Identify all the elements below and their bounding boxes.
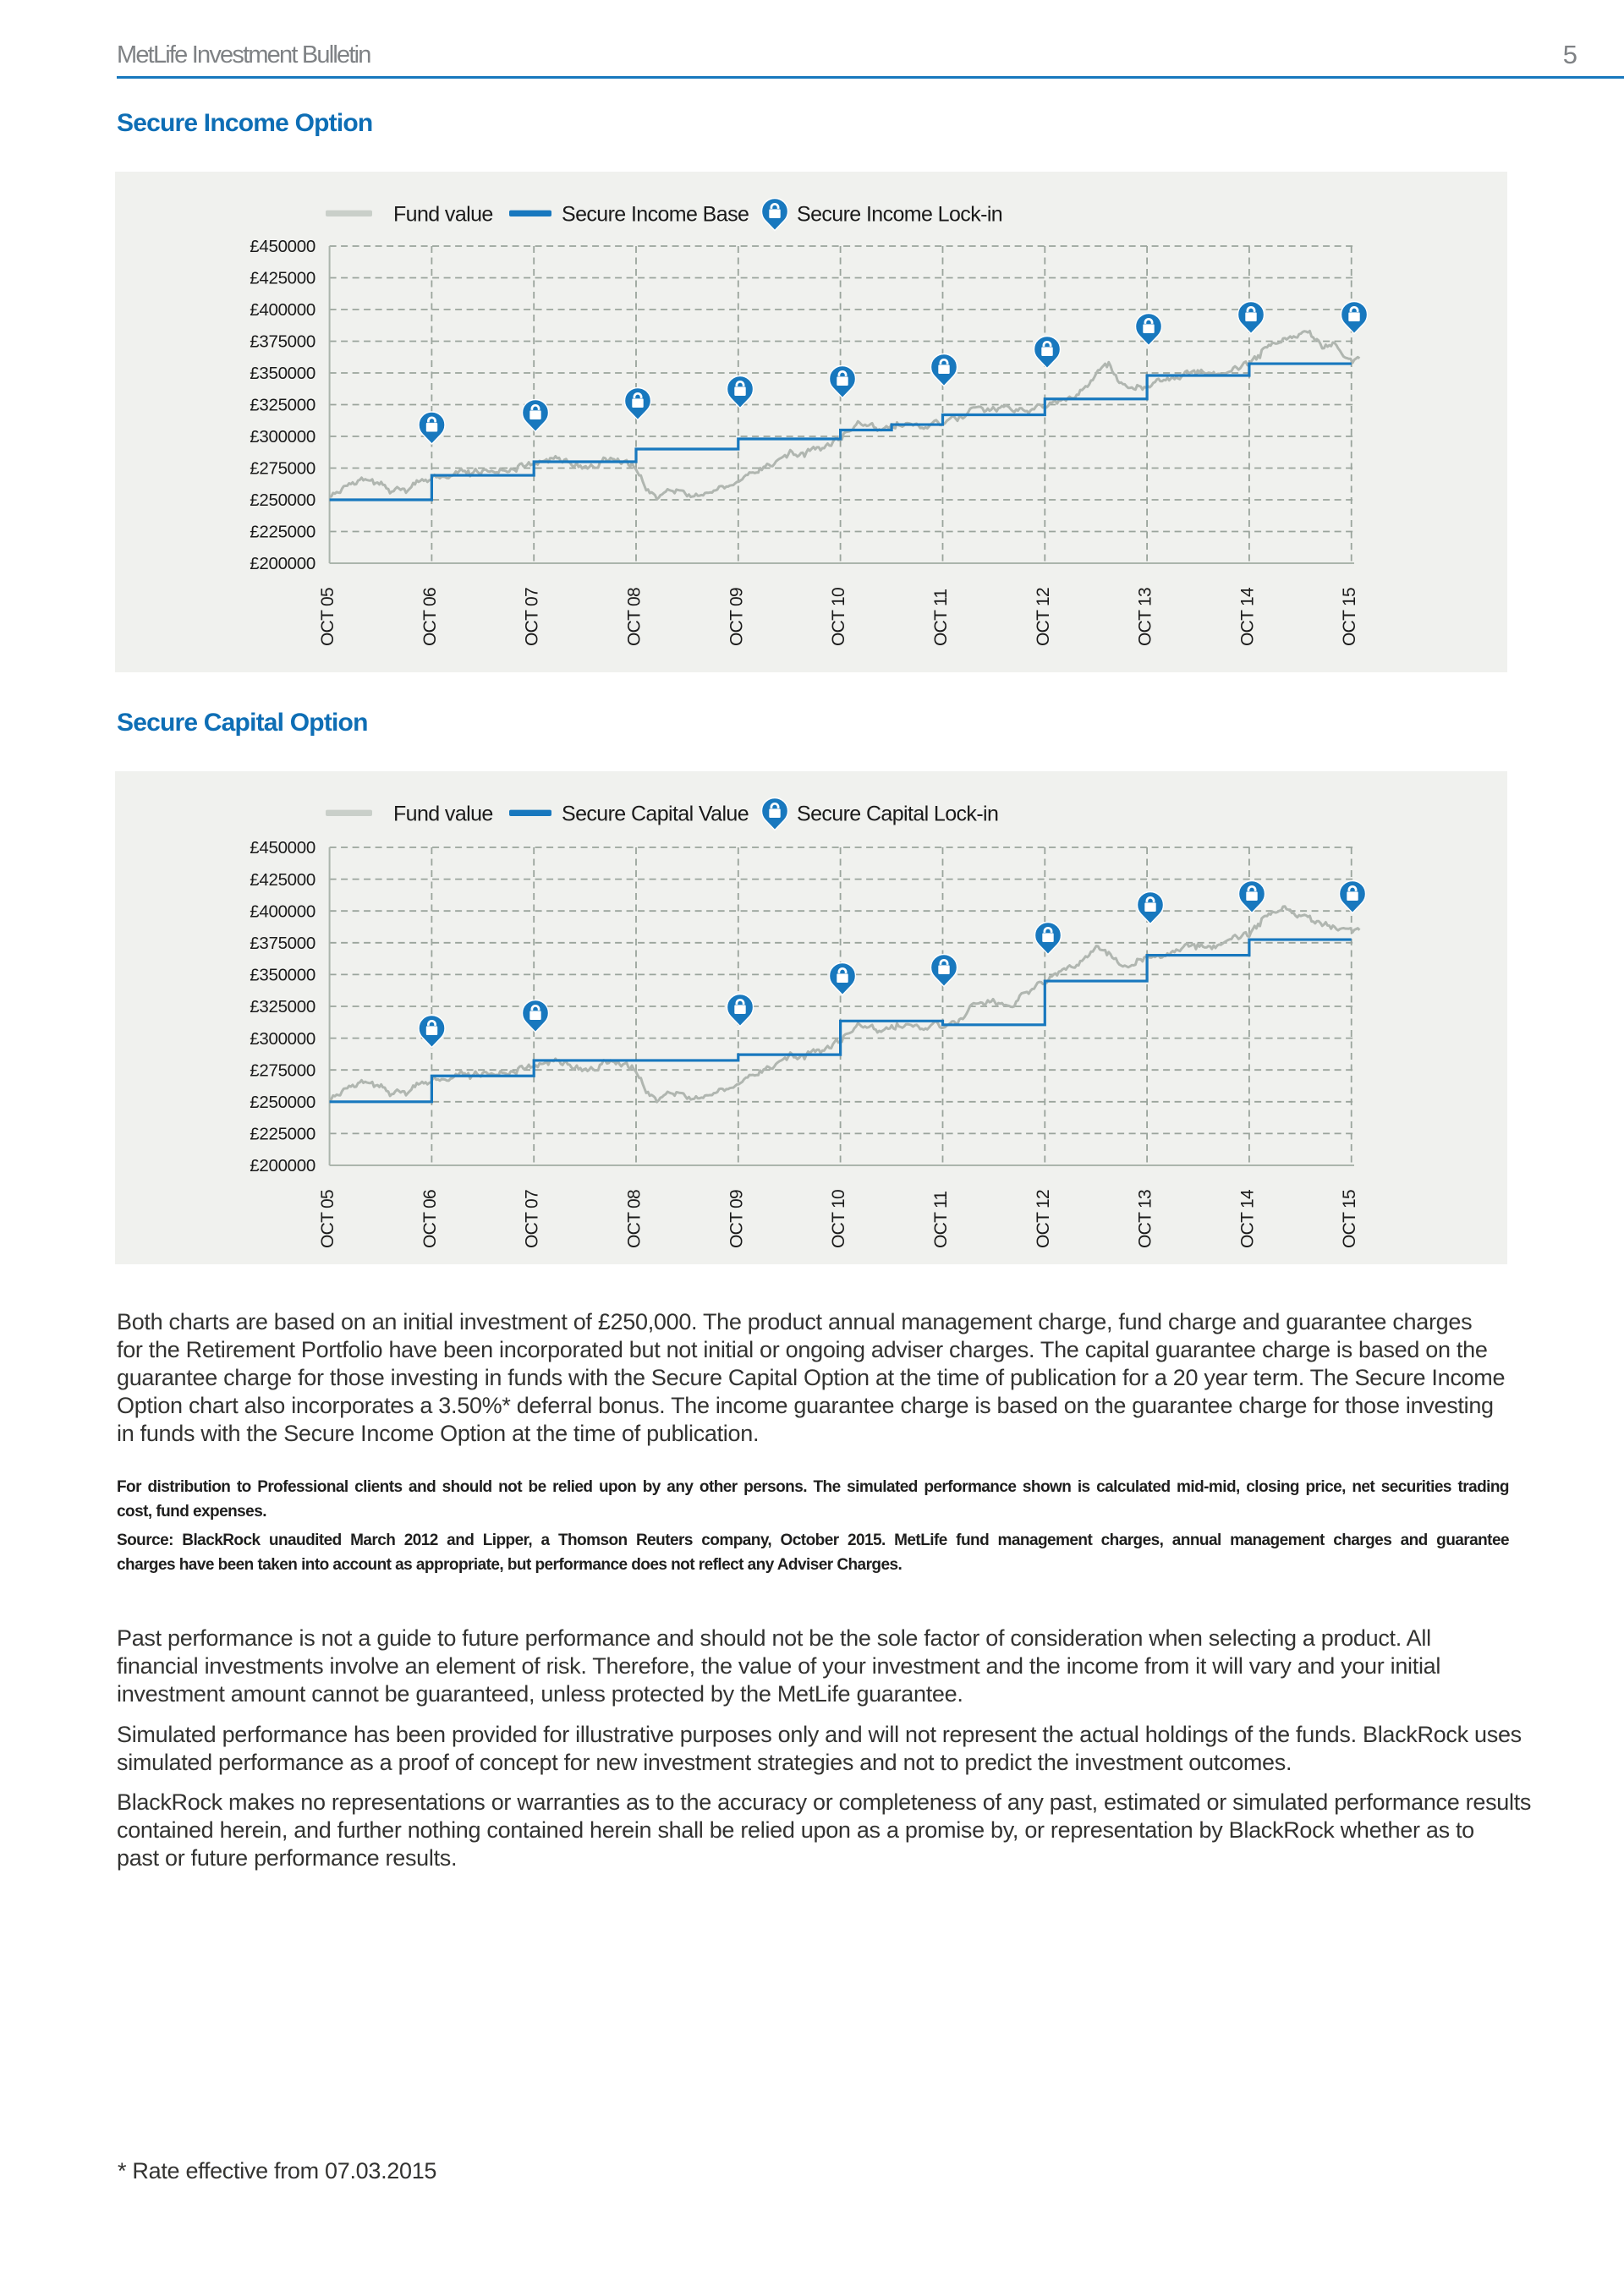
svg-text:OCT 07: OCT 07 [523,588,542,646]
svg-text:Secure Income Base: Secure Income Base [562,202,749,226]
svg-text:£250000: £250000 [250,1093,315,1112]
svg-text:OCT 06: OCT 06 [420,588,440,646]
svg-text:OCT 15: OCT 15 [1340,1190,1359,1248]
svg-text:£425000: £425000 [250,870,315,890]
svg-text:£225000: £225000 [250,523,315,542]
svg-text:£400000: £400000 [250,300,315,320]
svg-text:OCT 14: OCT 14 [1237,1189,1257,1248]
svg-text:OCT 07: OCT 07 [523,1190,542,1248]
svg-text:OCT 09: OCT 09 [727,1190,746,1248]
svg-text:OCT 10: OCT 10 [829,588,848,646]
svg-text:Secure Capital Lock-in: Secure Capital Lock-in [797,802,998,825]
svg-text:£400000: £400000 [250,901,315,921]
svg-text:OCT 14: OCT 14 [1237,587,1257,646]
svg-text:OCT 08: OCT 08 [625,588,645,646]
svg-text:£250000: £250000 [250,490,315,510]
svg-text:OCT 12: OCT 12 [1034,588,1053,646]
svg-text:£200000: £200000 [250,1156,315,1175]
svg-text:OCT 15: OCT 15 [1340,588,1359,646]
svg-text:Fund value: Fund value [393,202,493,226]
svg-text:£325000: £325000 [250,997,315,1016]
svg-text:£375000: £375000 [250,934,315,953]
svg-text:£325000: £325000 [250,396,315,415]
svg-text:£275000: £275000 [250,1060,315,1080]
svg-text:Secure Income Lock-in: Secure Income Lock-in [797,202,1002,226]
svg-text:£225000: £225000 [250,1125,315,1144]
svg-text:£300000: £300000 [250,1029,315,1049]
svg-text:£275000: £275000 [250,459,315,479]
svg-text:OCT 09: OCT 09 [727,588,746,646]
svg-text:£200000: £200000 [250,554,315,573]
svg-text:£450000: £450000 [250,838,315,858]
svg-text:£350000: £350000 [250,966,315,985]
svg-text:£375000: £375000 [250,332,315,352]
svg-text:OCT 10: OCT 10 [829,1190,848,1248]
svg-text:OCT 08: OCT 08 [625,1190,645,1248]
svg-text:£425000: £425000 [250,269,315,288]
svg-text:Secure Capital Value: Secure Capital Value [562,802,749,825]
svg-text:OCT 05: OCT 05 [318,588,337,646]
svg-text:£450000: £450000 [250,237,315,256]
svg-text:OCT 13: OCT 13 [1136,1190,1155,1248]
svg-text:£300000: £300000 [250,427,315,447]
svg-text:£350000: £350000 [250,364,315,383]
svg-text:OCT 11: OCT 11 [931,1192,951,1248]
svg-text:OCT 06: OCT 06 [420,1190,440,1248]
svg-text:OCT 12: OCT 12 [1034,1190,1053,1248]
svg-text:OCT 11: OCT 11 [931,589,951,646]
svg-text:OCT 13: OCT 13 [1136,588,1155,646]
svg-text:OCT 05: OCT 05 [318,1190,337,1248]
svg-text:Fund value: Fund value [393,802,493,825]
